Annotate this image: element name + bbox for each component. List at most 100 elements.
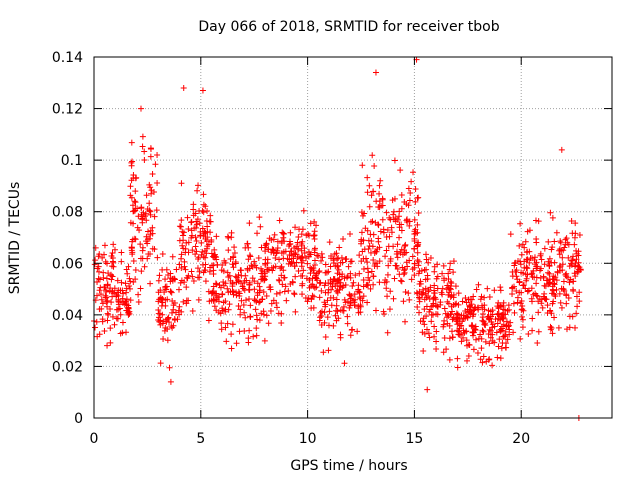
data-point (450, 269, 457, 276)
data-point (192, 234, 199, 241)
data-point (450, 291, 457, 298)
data-point (454, 364, 461, 371)
data-point (275, 310, 282, 317)
data-point (498, 345, 505, 352)
data-point (474, 304, 481, 311)
data-point (524, 271, 531, 278)
data-point (154, 254, 161, 261)
data-point (465, 353, 472, 360)
data-point (229, 261, 236, 268)
data-point (360, 277, 367, 284)
data-point (397, 167, 404, 174)
data-point (570, 288, 577, 295)
data-point (156, 272, 163, 279)
data-point (333, 288, 340, 295)
data-point (439, 285, 446, 292)
data-point (246, 279, 253, 286)
data-point (366, 277, 373, 284)
data-point (143, 217, 150, 224)
data-point (124, 270, 131, 277)
data-point (385, 262, 392, 269)
data-point (364, 189, 371, 196)
data-point (317, 314, 324, 321)
data-point (513, 288, 520, 295)
data-point (196, 274, 203, 281)
data-point (295, 233, 302, 240)
data-point (398, 191, 405, 198)
data-point (470, 346, 477, 353)
data-point (263, 292, 270, 299)
data-point (180, 232, 187, 239)
data-point (450, 258, 457, 265)
data-point (477, 296, 484, 303)
data-point (535, 309, 542, 316)
data-point (545, 269, 552, 276)
data-point (200, 201, 207, 208)
data-point (278, 272, 285, 279)
data-point (185, 239, 192, 246)
data-point (240, 301, 247, 308)
data-point (189, 232, 196, 239)
data-point (270, 236, 277, 243)
data-point (300, 267, 307, 274)
data-point (345, 263, 352, 270)
data-point (507, 319, 514, 326)
data-point (137, 285, 144, 292)
data-point (201, 267, 208, 274)
data-point (479, 311, 486, 318)
data-point (211, 303, 218, 310)
data-point (502, 344, 509, 351)
data-point (255, 299, 262, 306)
data-point (184, 275, 191, 282)
data-point (364, 259, 371, 266)
data-point (305, 231, 312, 238)
data-point (530, 291, 537, 298)
data-point (294, 239, 301, 246)
data-point (234, 277, 241, 284)
data-point (239, 283, 246, 290)
data-point (107, 285, 114, 292)
data-point (482, 338, 489, 345)
data-point (455, 301, 462, 308)
data-point (321, 319, 328, 326)
data-point (486, 326, 493, 333)
data-point (102, 294, 109, 301)
data-point (334, 280, 341, 287)
data-point (291, 291, 298, 298)
data-point (403, 249, 410, 256)
data-point (184, 214, 191, 221)
data-point (227, 256, 234, 263)
data-point (212, 253, 219, 260)
data-point (304, 260, 311, 267)
data-point (347, 332, 354, 339)
data-point (376, 198, 383, 205)
data-point (273, 300, 280, 307)
data-point (313, 252, 320, 259)
data-point (347, 231, 354, 238)
data-point (165, 272, 172, 279)
data-point (241, 309, 248, 316)
data-point (427, 254, 434, 261)
data-point (397, 277, 404, 284)
data-point (92, 324, 99, 331)
data-point (265, 246, 272, 253)
data-point (544, 302, 551, 309)
data-point (374, 246, 381, 253)
data-point (500, 333, 507, 340)
data-point (137, 241, 144, 248)
data-point (430, 294, 437, 301)
data-point (489, 321, 496, 328)
data-point (464, 306, 471, 313)
data-point (96, 306, 103, 313)
data-point (107, 306, 114, 313)
data-point (383, 209, 390, 216)
data-point (510, 329, 517, 336)
data-point (183, 274, 190, 281)
data-point (205, 317, 212, 324)
data-point (148, 190, 155, 197)
data-point (313, 222, 320, 229)
data-point (125, 309, 132, 316)
data-point (286, 238, 293, 245)
data-point (179, 242, 186, 249)
data-point (530, 267, 537, 274)
